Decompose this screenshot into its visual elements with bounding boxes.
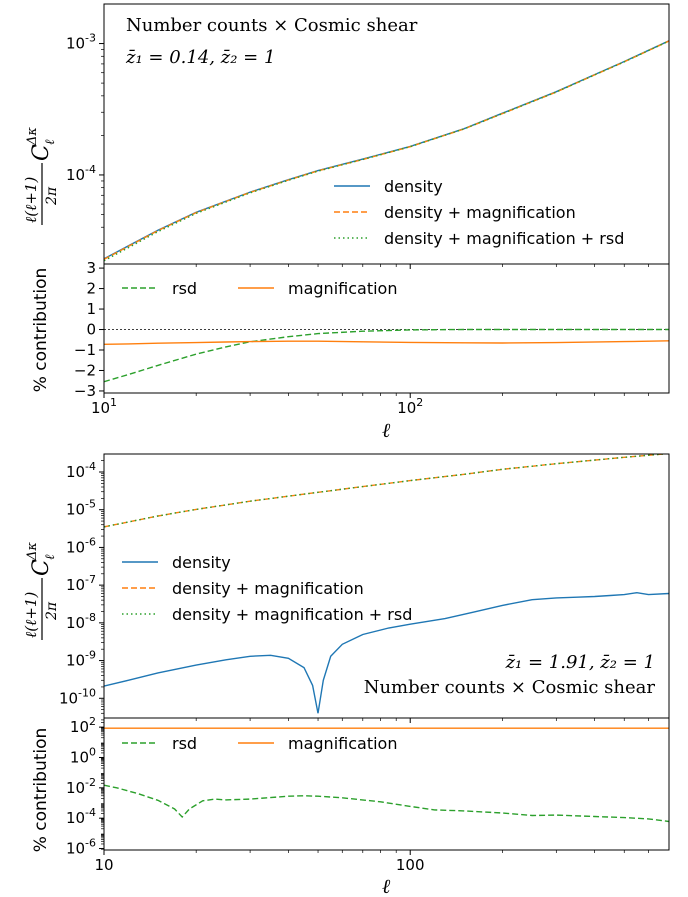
panel-4: 10-6 10-4 10-2 100 102 10 100 rsd magnification <box>66 715 670 874</box>
ytick-label: −3 <box>74 382 96 400</box>
series-line-density <box>104 591 669 714</box>
svg-text:Δκ: Δκ <box>25 127 40 146</box>
ytick-label: 10-10 <box>59 686 96 707</box>
legend-label: rsd <box>172 279 197 298</box>
series-line-magnification <box>104 340 669 345</box>
ytick-label: 10-2 <box>66 776 96 797</box>
ytick-label: 3 <box>86 259 96 277</box>
series-line-density <box>104 40 669 260</box>
legend: rsd magnification <box>122 279 397 298</box>
legend-label: density + magnification + rsd <box>384 229 624 248</box>
ytick-label: 10-4 <box>66 460 96 481</box>
ylabel-ratio-bottom: % contribution <box>31 728 51 853</box>
xlabel-bottom: ℓ <box>382 874 391 897</box>
series-line-density-magnification-rsd <box>104 40 669 262</box>
series-line-density-magnification-rsd <box>104 454 669 528</box>
axes-frame <box>103 3 670 265</box>
annotation-bottom-redshifts: z̄₁ = 1.91, z̄₂ = 1 <box>505 652 655 673</box>
svg-text:2π: 2π <box>44 601 60 621</box>
panel-2: −3 −2 −1 0 1 2 3 101 102 rsd magnification <box>74 259 670 417</box>
xtick-label: 102 <box>397 396 423 417</box>
ytick-label: −1 <box>74 341 96 359</box>
ylabel-bottom: ℓ(ℓ+1) 2π C Δκ ℓ <box>22 542 60 640</box>
svg-text:2π: 2π <box>44 186 60 206</box>
legend-label: density <box>172 553 231 572</box>
ytick-label: 10-7 <box>66 573 96 594</box>
annotation-top-title: Number counts × Cosmic shear <box>126 15 418 36</box>
ytick-label: 10-9 <box>66 649 96 670</box>
legend-label: rsd <box>172 734 197 753</box>
legend-label: magnification <box>288 279 397 298</box>
svg-text:ℓ(ℓ+1): ℓ(ℓ+1) <box>22 592 40 638</box>
svg-text:ℓ: ℓ <box>43 139 58 145</box>
xtick-label: 101 <box>91 396 117 417</box>
series-line-density-magnification <box>104 454 669 528</box>
axes-frame <box>103 263 670 394</box>
legend-label: density + magnification <box>172 579 364 598</box>
annotation-top-redshifts: z̄₁ = 0.14, z̄₂ = 1 <box>125 47 275 68</box>
xtick-label: 10 <box>94 856 113 874</box>
ytick-label: 10-4 <box>66 806 96 827</box>
xtick-label: 100 <box>396 856 425 874</box>
ytick-label: 2 <box>86 280 96 298</box>
svg-text:C: C <box>29 559 54 576</box>
legend-label: density + magnification <box>384 203 576 222</box>
legend-label: density + magnification + rsd <box>172 605 412 624</box>
legend-label: magnification <box>288 734 397 753</box>
series-line-rsd <box>104 784 669 823</box>
xlabel-top: ℓ <box>382 418 391 442</box>
legend: density density + magnification density + … <box>334 177 624 248</box>
annotation-bottom-title: Number counts × Cosmic shear <box>364 677 656 698</box>
axes-frame <box>103 717 670 851</box>
ylabel-top: ℓ(ℓ+1) 2π C Δκ ℓ <box>22 127 60 225</box>
ytick-label: 10-4 <box>66 163 96 184</box>
ytick-label: 10-6 <box>66 837 96 858</box>
ytick-label: 10-6 <box>66 535 96 556</box>
ytick-label: 100 <box>70 745 96 766</box>
svg-text:ℓ: ℓ <box>43 554 58 560</box>
panel-3: 10-1010-910-810-710-610-510-4densitydens… <box>59 453 670 723</box>
ylabel-ratio-top: % contribution <box>31 268 51 393</box>
svg-text:Δκ: Δκ <box>25 542 40 561</box>
ytick-label: 10-8 <box>66 611 96 632</box>
ytick-label: 0 <box>86 321 96 339</box>
series-line-density-magnification <box>104 40 669 260</box>
ytick-label: 1 <box>86 300 96 318</box>
svg-text:C: C <box>29 144 54 161</box>
ytick-label: −2 <box>74 361 96 379</box>
svg-text:ℓ(ℓ+1): ℓ(ℓ+1) <box>22 177 40 223</box>
series-line-rsd <box>104 328 669 383</box>
ytick-label: 10-5 <box>66 498 96 519</box>
legend: density density + magnification density + … <box>122 553 412 624</box>
legend-label: density <box>384 177 443 196</box>
ytick-label: 102 <box>70 715 96 736</box>
legend: rsd magnification <box>122 734 397 753</box>
ytick-label: 10-3 <box>66 32 96 53</box>
